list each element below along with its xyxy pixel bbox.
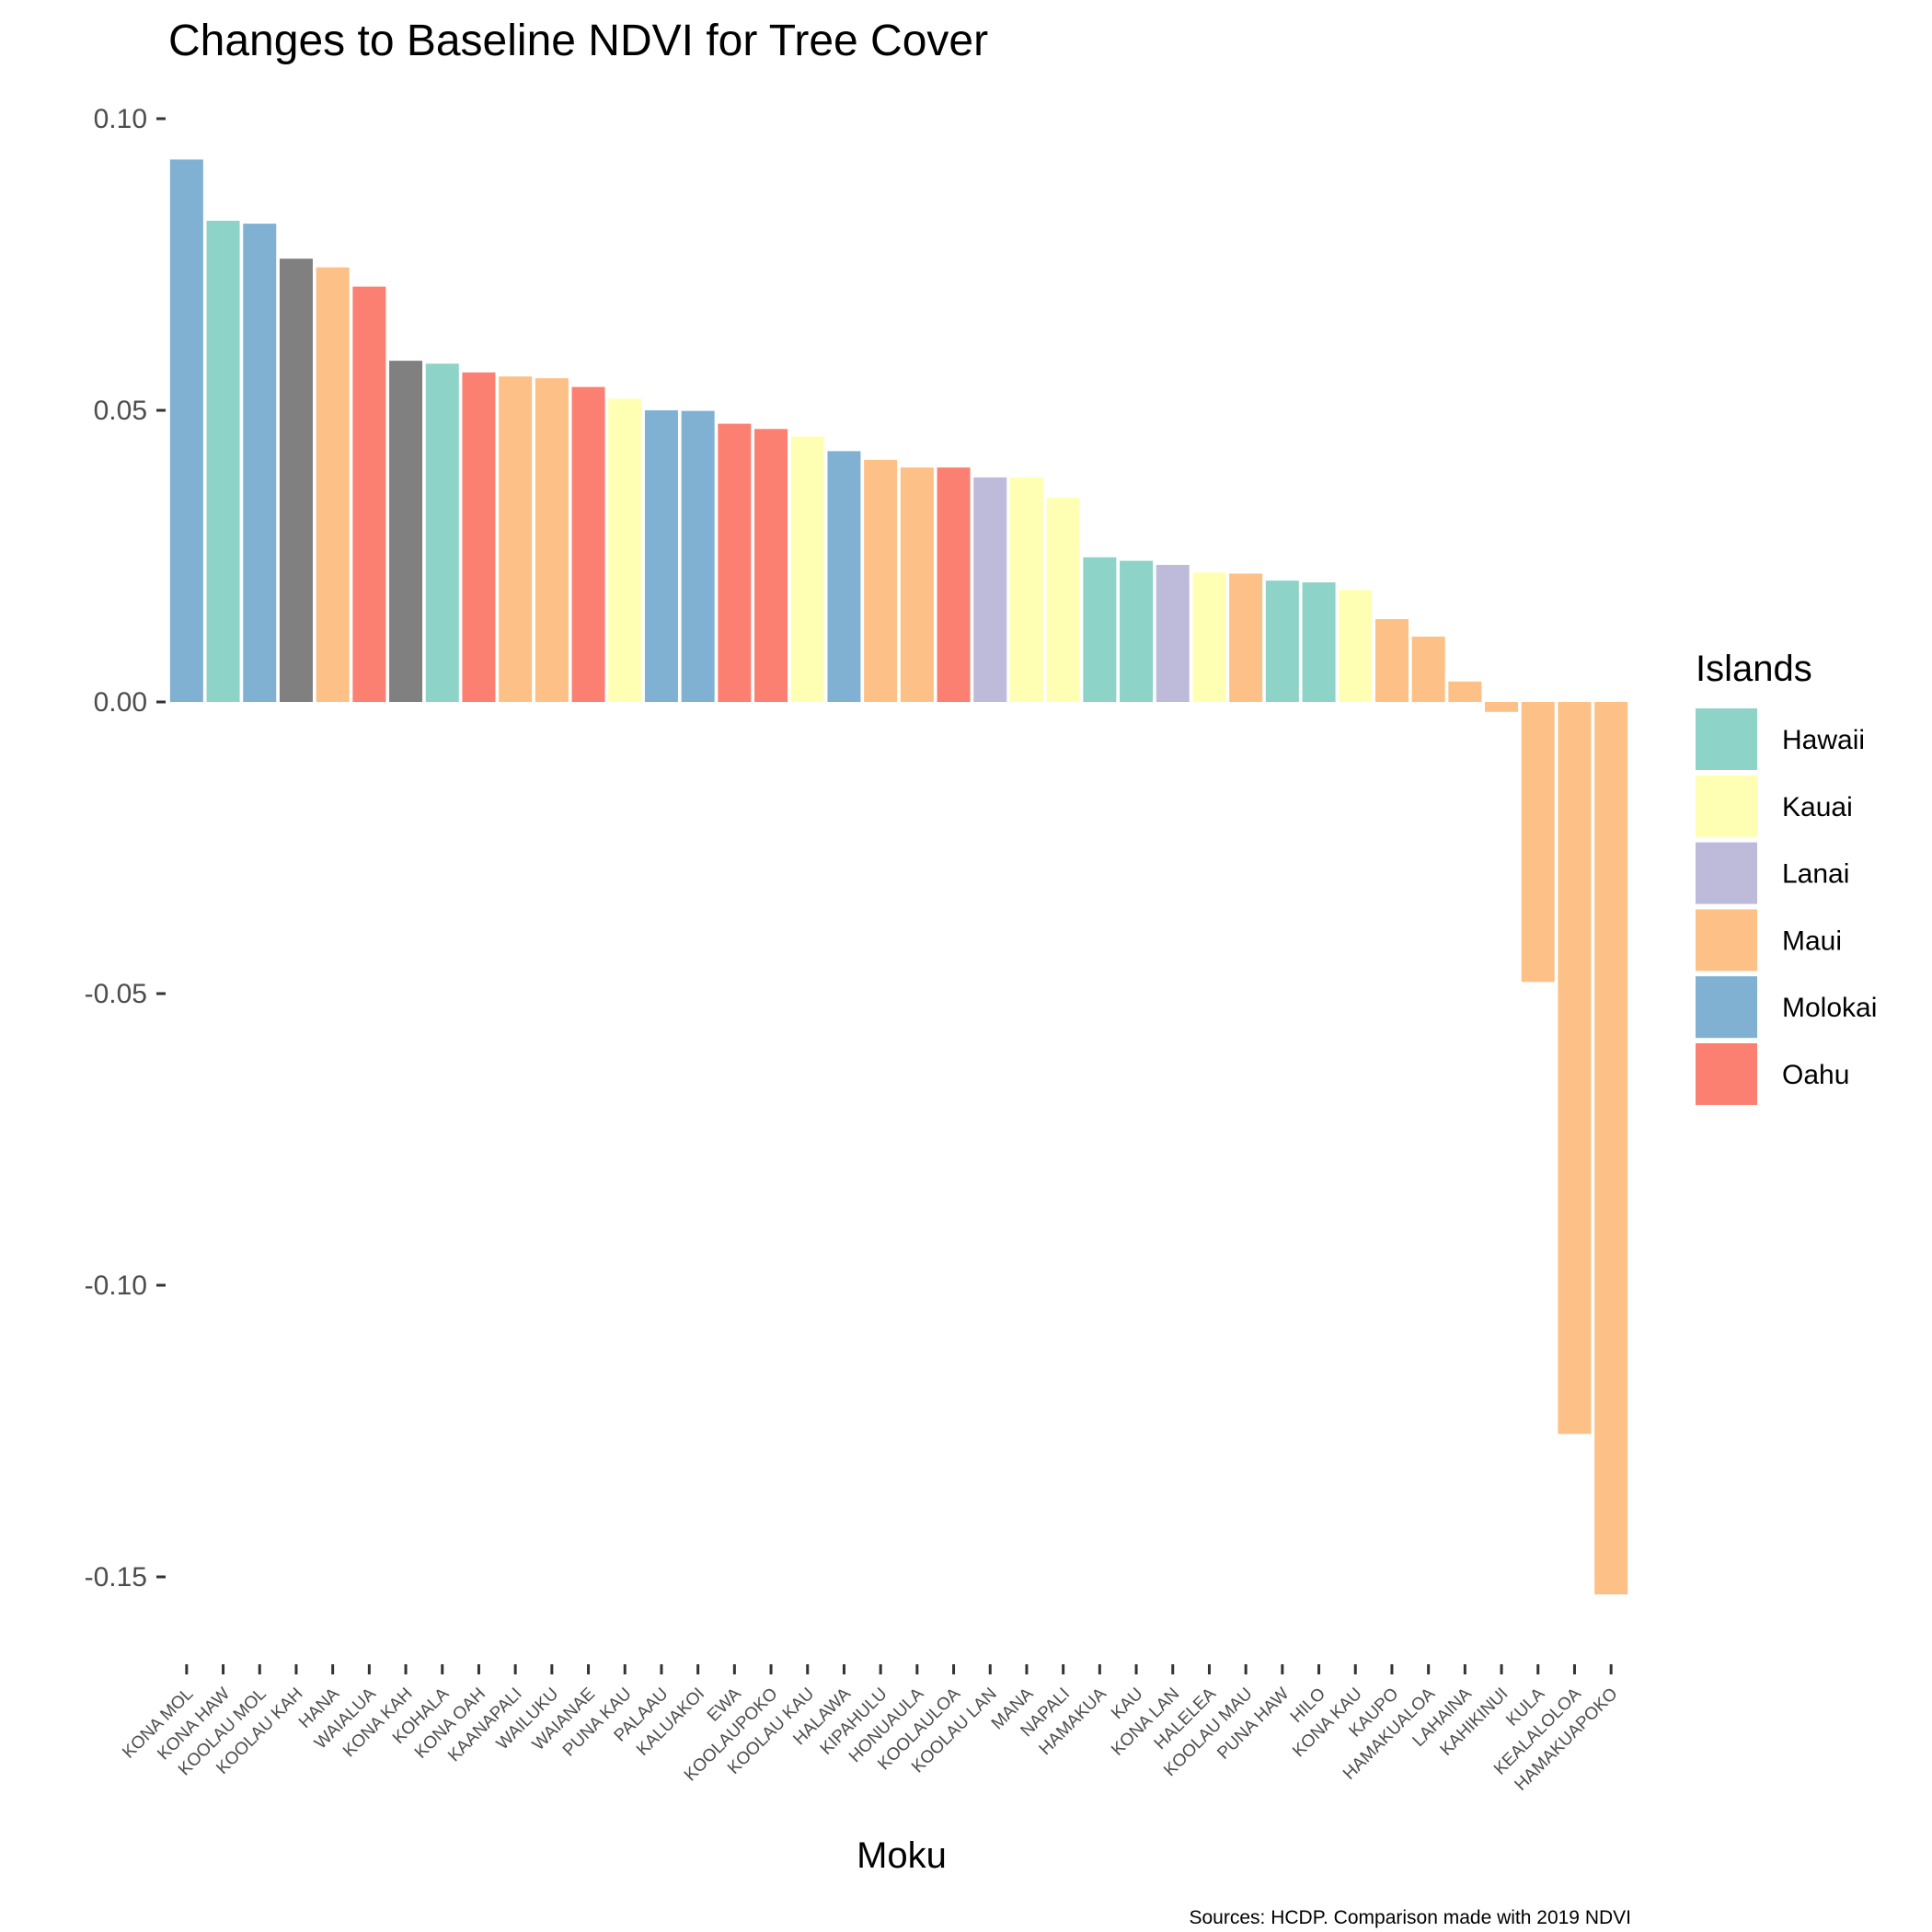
bar-ewa — [718, 423, 752, 702]
bar-puna-kau — [608, 398, 642, 702]
bar-puna-haw — [1265, 581, 1299, 702]
bar-mana — [1009, 477, 1043, 702]
bar-kaanapali — [499, 376, 533, 702]
legend-swatch-molokai — [1696, 976, 1757, 1039]
bar-koolaupoko — [754, 429, 788, 702]
legend-label-oahu: Oahu — [1782, 1060, 1849, 1090]
bar-kahikinui — [1485, 702, 1519, 712]
bar-koolau-kau — [790, 436, 824, 702]
bar-kaluakoi — [681, 410, 715, 702]
bar-koolau-mol — [243, 224, 277, 702]
bar-lahaina — [1448, 681, 1482, 702]
bar-kona-lan — [1156, 565, 1190, 702]
bar-kona-haw — [206, 220, 240, 702]
bar-hana — [316, 267, 350, 702]
y-tick-label: -0.10 — [85, 1271, 147, 1301]
bar-napali — [1046, 498, 1080, 702]
bar-kaupo — [1374, 618, 1409, 702]
bar-hamakua — [1083, 557, 1117, 702]
bar-kona-kau — [1339, 590, 1373, 702]
legend-swatch-hawaii — [1696, 708, 1757, 770]
bar-halelea — [1192, 572, 1226, 702]
y-axis: 0.10 0.05 0.00 -0.05 -0.10 -0.15 — [85, 104, 166, 1593]
y-tick-label: 0.05 — [94, 396, 147, 426]
legend-label-kauai: Kauai — [1782, 792, 1853, 822]
legend-label-maui: Maui — [1782, 926, 1842, 956]
chart-title: Changes to Baseline NDVI for Tree Cover — [168, 17, 988, 65]
legend: Islands Hawaii Kauai Lanai Maui Molokai Oahu — [1696, 649, 1877, 1105]
bar-hamakualoa — [1411, 636, 1445, 702]
bar-kealaloloa — [1558, 702, 1592, 1434]
bar-kipahulu — [864, 459, 898, 702]
bar-hilo — [1302, 582, 1336, 702]
bar-kohala — [425, 363, 459, 702]
bar-kau — [1120, 560, 1154, 702]
bar-wailuku — [535, 378, 569, 702]
y-tick-label: 0.10 — [94, 104, 147, 134]
legend-label-molokai: Molokai — [1782, 993, 1877, 1023]
bar-halawa — [827, 451, 861, 702]
legend-swatch-kauai — [1696, 775, 1757, 837]
bar-waialua — [352, 286, 386, 702]
bar-koolau-kah — [279, 259, 313, 702]
y-tick-label: -0.15 — [85, 1562, 147, 1593]
bar-honuaula — [900, 467, 934, 702]
legend-label-lanai: Lanai — [1782, 859, 1849, 890]
bar-kona-kah — [389, 361, 423, 702]
bar-koolau-mau — [1229, 573, 1263, 702]
bar-waianae — [571, 386, 605, 702]
y-tick-label: -0.05 — [85, 979, 147, 1009]
legend-title: Islands — [1696, 649, 1812, 689]
x-axis-label: Moku — [857, 1835, 947, 1876]
bar-kona-oah — [462, 372, 496, 702]
bar-palaau — [644, 410, 678, 702]
legend-swatch-oahu — [1696, 1043, 1757, 1105]
legend-swatch-maui — [1696, 909, 1757, 972]
y-tick-label: 0.00 — [94, 687, 147, 718]
bar-kula — [1521, 702, 1555, 983]
bars — [169, 159, 1628, 1595]
bar-hamakuapoko — [1594, 702, 1628, 1595]
bar-koolau-lan — [973, 477, 1007, 702]
legend-label-hawaii: Hawaii — [1782, 725, 1865, 755]
legend-swatch-lanai — [1696, 842, 1757, 904]
caption: Sources: HCDP. Comparison made with 2019… — [1190, 1907, 1632, 1928]
bar-kona-mol — [169, 159, 203, 702]
bar-koolauloa — [937, 467, 971, 702]
